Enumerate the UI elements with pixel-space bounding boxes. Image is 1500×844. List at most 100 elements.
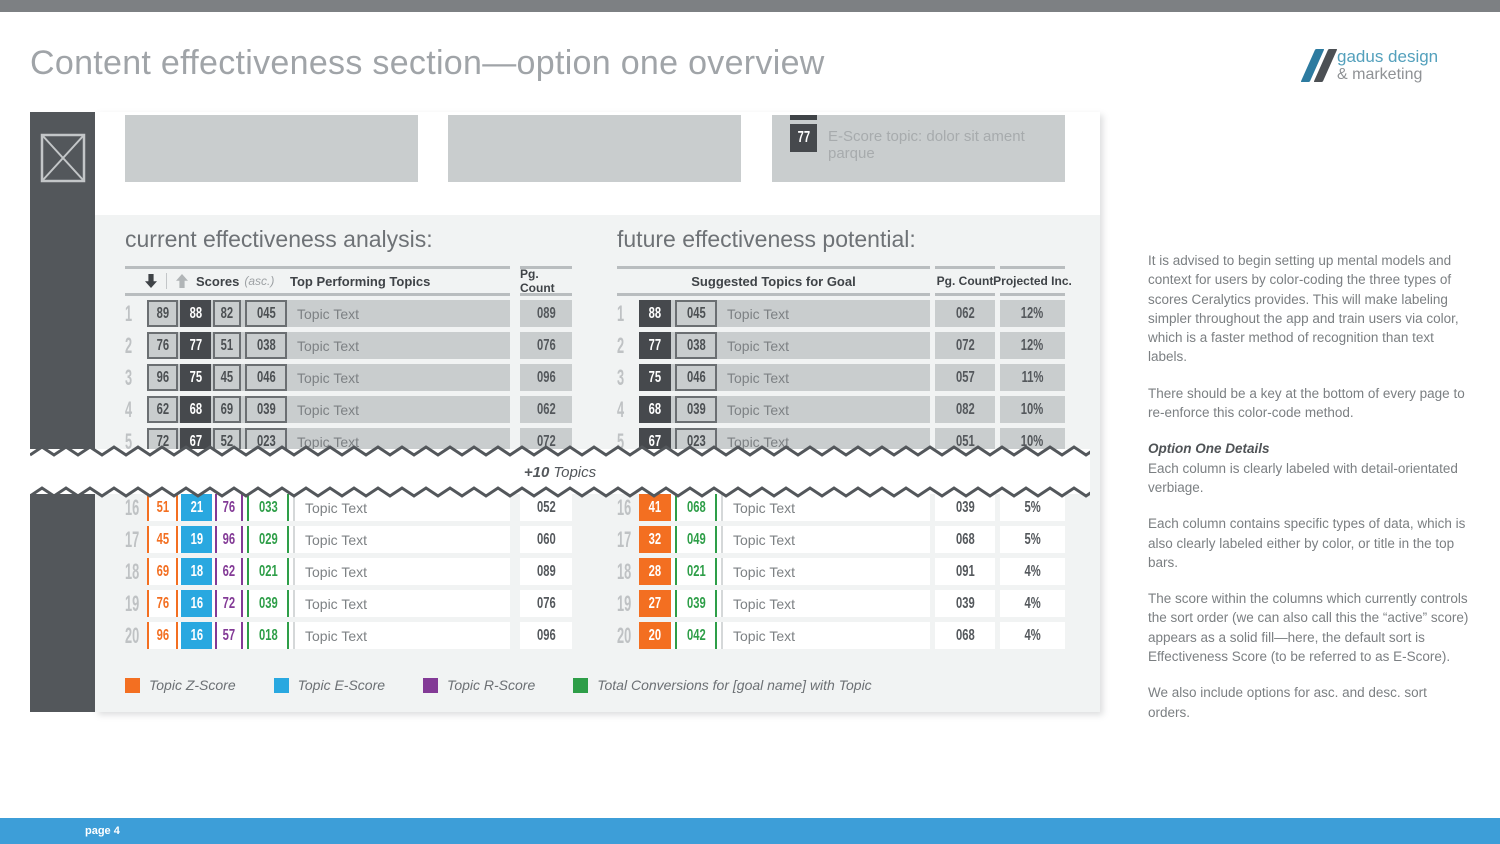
row-rank: 4 (125, 397, 143, 423)
projected-inc-cell: 4% (1000, 622, 1065, 649)
topic-cell: Topic Text (721, 590, 930, 617)
note-text: There should be a key at the bottom of e… (1148, 385, 1465, 421)
score-value: 023 (256, 432, 276, 450)
pg-count-value: 062 (955, 304, 975, 322)
row-rank: 2 (125, 333, 143, 359)
r-score-box: 45 (213, 364, 241, 391)
score-value: 16 (190, 594, 203, 612)
score-value: 41 (648, 498, 662, 516)
row-rank-number: 18 (617, 558, 632, 584)
pg-count-cell: 068 (935, 526, 995, 553)
table-row: 16 41 068 Topic Text 039 5% (617, 494, 1065, 521)
divider (166, 273, 167, 289)
top-accent-bar (0, 0, 1500, 12)
logo-slashes-icon (1300, 48, 1338, 82)
score-value: 039 (686, 400, 706, 418)
score-value: 68 (189, 400, 202, 418)
scores-header-label: Scores (196, 273, 240, 289)
topic-text: Topic Text (733, 563, 795, 580)
row-rank: 16 (617, 495, 635, 521)
table-row: 18 28 021 Topic Text 091 4% (617, 558, 1065, 585)
topic-text: Topic Text (305, 595, 367, 612)
pg-count-cell: 076 (520, 332, 572, 359)
score-value: 20 (648, 626, 662, 644)
pg-count-value: 096 (536, 368, 556, 386)
row-rank-number: 5 (617, 428, 625, 454)
pg-count-value: 089 (536, 562, 556, 580)
projected-inc-value: 5% (1024, 530, 1041, 548)
annotation-notes: It is advised to begin setting up mental… (1148, 251, 1470, 739)
table-row: 16 51 21 76 033 Topic Text 052 (125, 494, 572, 521)
score-value: 62 (156, 400, 169, 418)
topic-cell: Topic Text (293, 590, 510, 617)
score-value: 62 (222, 562, 236, 580)
table-row: 17 32 049 Topic Text 068 5% (617, 526, 1065, 553)
score-value: 19 (190, 530, 203, 548)
pg-count-value: 068 (955, 626, 975, 644)
image-placeholder-icon (40, 133, 85, 183)
projected-inc-value: 11% (1021, 368, 1044, 386)
row-rank: 3 (617, 365, 635, 391)
sort-mode-label: (asc.) (244, 274, 275, 288)
score-value: 68 (648, 400, 662, 418)
score-strip: 96 75 45 046 Topic Text (147, 364, 510, 391)
pg-count-value: 060 (536, 530, 556, 548)
topic-cell: Topic Text (287, 396, 510, 423)
score-value: 96 (156, 626, 169, 644)
topic-cell: Topic Text (287, 428, 510, 455)
sort-desc-icon (145, 274, 157, 288)
suggested-topics-header-label: Suggested Topics for Goal (691, 273, 856, 289)
score-strip: 41 068 Topic Text (639, 494, 930, 521)
row-rank-number: 18 (125, 558, 140, 584)
logo-tagline: & marketing (1337, 66, 1423, 84)
score-value: 021 (258, 562, 278, 580)
pg-count-cell: 072 (935, 332, 995, 359)
pg-count-value: 082 (955, 400, 975, 418)
e-score-box: 32 (639, 526, 671, 553)
score-strip: 28 021 Topic Text (639, 558, 930, 585)
pg-count-header: Pg. Count (935, 266, 995, 296)
e-score-box: 88 (639, 300, 671, 327)
collapsed-rows-label: +10 Topics (523, 464, 597, 481)
page-number: page 4 (85, 825, 120, 837)
legend-label: Total Conversions for [goal name] with T… (597, 677, 872, 693)
table-row: 2 77 038 Topic Text 072 12% (617, 332, 1065, 359)
score-strip: 68 039 Topic Text (639, 396, 930, 423)
row-rank: 5 (617, 429, 635, 455)
topic-cell: Topic Text (293, 558, 510, 585)
row-rank-number: 17 (617, 526, 632, 552)
e-score-box: 68 (639, 396, 671, 423)
topic-cell: Topic Text (287, 364, 510, 391)
pg-count-value: 052 (536, 498, 556, 516)
row-rank-number: 19 (617, 590, 632, 616)
pg-count-value: 072 (955, 336, 975, 354)
projected-inc-cell: 11% (1000, 364, 1065, 391)
e-score-box: 75 (639, 364, 671, 391)
table-future-potential: Suggested Topics for Goal Pg. Count Proj… (617, 266, 1072, 460)
legend-swatch-e-score (273, 677, 289, 693)
zigzag-line (30, 445, 1090, 457)
table-row: 4 68 039 Topic Text 082 10% (617, 396, 1065, 423)
r-score-box: 96 (215, 526, 243, 553)
table-current-effectiveness: Scores (asc.) Top Performing Topics Pg. … (125, 266, 572, 460)
placeholder-box-3: 77 E-Score topic: dolor sit ament parque (772, 115, 1065, 182)
row-rank-number: 19 (125, 590, 140, 616)
score-value: 033 (258, 498, 278, 516)
score-value: 28 (648, 562, 662, 580)
score-strip: 45 19 96 029 Topic Text (147, 526, 510, 553)
left-rail (30, 112, 95, 712)
score-value: 76 (222, 498, 236, 516)
topic-text: Topic Text (305, 563, 367, 580)
conversions-box: 018 (247, 622, 289, 649)
e-score-box: 88 (180, 300, 211, 327)
e-score-box: 68 (180, 396, 211, 423)
brand-logo: gadus design & marketing (1300, 47, 1438, 84)
score-value: 27 (648, 594, 662, 612)
note-paragraph: Option One Details Each column is clearly… (1148, 439, 1470, 497)
score-strip: 69 18 62 021 Topic Text (147, 558, 510, 585)
score-value: 77 (189, 336, 202, 354)
projected-inc-cell: 12% (1000, 300, 1065, 327)
note-text: Each column is clearly labeled with deta… (1148, 460, 1458, 495)
pg-count-cell: 052 (520, 494, 572, 521)
score-value: 029 (258, 530, 278, 548)
